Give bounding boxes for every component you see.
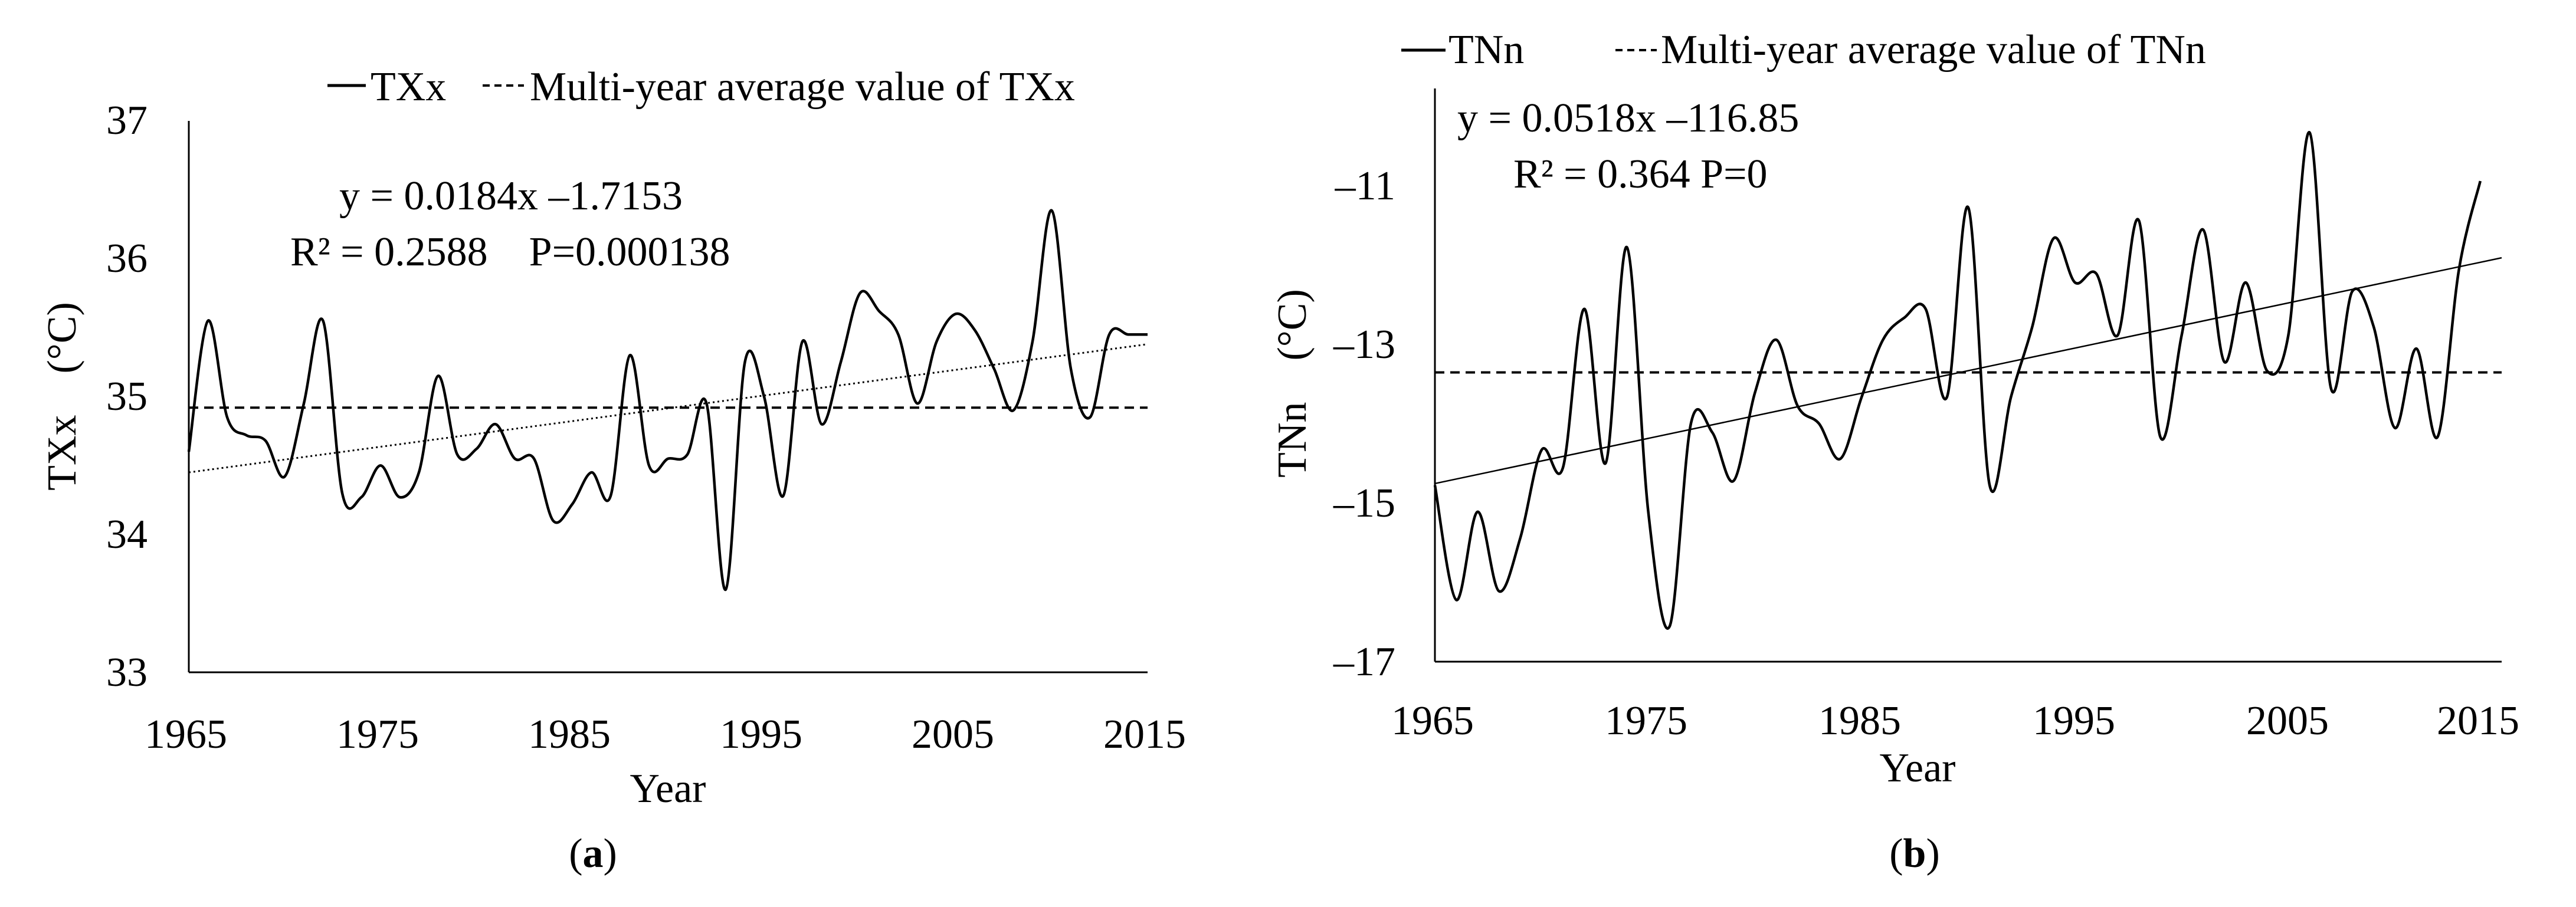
x-tick-label: 1965 bbox=[145, 712, 227, 757]
x-tick-label: 1995 bbox=[720, 712, 802, 757]
panel-label-a: (a) bbox=[569, 831, 617, 876]
y-tick-label: 35 bbox=[106, 374, 148, 419]
y-tick-label: 37 bbox=[106, 98, 148, 143]
x-tick-label: 1985 bbox=[1818, 698, 1901, 744]
x-tick-label: 1975 bbox=[1605, 698, 1687, 744]
r-squared-b: R² = 0.364 P=0 bbox=[1513, 152, 1768, 197]
x-axis-title-b: Year bbox=[1880, 745, 1956, 791]
y-tick-label: 34 bbox=[106, 512, 148, 557]
y-axis-title-b: TNn (°C) bbox=[1270, 289, 1315, 478]
y-tick-label: 36 bbox=[106, 236, 148, 281]
regression-equation-b: y = 0.0518x –116.85 bbox=[1457, 96, 1799, 141]
y-tick-label: –11 bbox=[1335, 163, 1395, 209]
y-tick-label: 33 bbox=[106, 650, 148, 695]
chart-panel-b: TNn Multi-year average value of TNn –17 … bbox=[1270, 27, 2519, 876]
trend-line-a bbox=[188, 343, 1148, 474]
legend-b-series-label: TNn bbox=[1448, 27, 1524, 73]
x-axis-title-a: Year bbox=[630, 766, 706, 811]
legend-b-average-label: Multi-year average value of TNn bbox=[1661, 27, 2206, 73]
y-tick-label: –15 bbox=[1333, 481, 1395, 526]
x-tick-label: 1985 bbox=[528, 712, 611, 757]
regression-equation-a: y = 0.0184x –1.7153 bbox=[339, 173, 683, 219]
trend-line-b bbox=[1434, 257, 2502, 485]
x-tick-label: 1965 bbox=[1391, 698, 1474, 744]
x-tick-label: 2015 bbox=[2437, 698, 2519, 744]
r-squared-a: R² = 0.2588 P=0.000138 bbox=[290, 229, 730, 275]
tnn-series-line bbox=[1433, 131, 2482, 630]
txx-series-line bbox=[187, 209, 1148, 591]
x-tick-label: 2015 bbox=[1103, 712, 1186, 757]
y-tick-label: –17 bbox=[1333, 639, 1395, 685]
x-tick-label: 2005 bbox=[2246, 698, 2329, 744]
x-tick-label: 1995 bbox=[2033, 698, 2115, 744]
y-tick-label: –13 bbox=[1333, 322, 1395, 367]
legend-a-average-label: Multi-year average value of TXx bbox=[530, 64, 1075, 110]
panel-label-b: (b) bbox=[1889, 831, 1940, 876]
chart-panel-a: TXx Multi-year average value of TXx 33 3… bbox=[40, 64, 1186, 876]
x-tick-label: 2005 bbox=[912, 712, 994, 757]
y-axis-title-a: TXx (°C) bbox=[40, 302, 85, 491]
legend-a-series-label: TXx bbox=[371, 64, 446, 110]
x-tick-label: 1975 bbox=[336, 712, 419, 757]
